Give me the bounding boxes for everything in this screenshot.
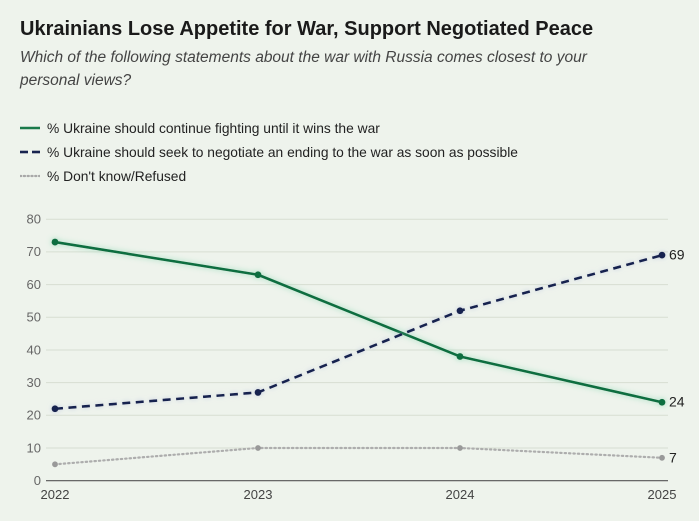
svg-text:50: 50 bbox=[27, 309, 41, 324]
svg-text:80: 80 bbox=[27, 211, 41, 226]
svg-text:30: 30 bbox=[27, 375, 41, 390]
svg-text:69: 69 bbox=[669, 246, 685, 262]
svg-text:7: 7 bbox=[669, 449, 677, 465]
svg-text:0: 0 bbox=[34, 473, 41, 488]
svg-text:10: 10 bbox=[27, 440, 41, 455]
svg-text:2025: 2025 bbox=[648, 487, 677, 502]
svg-text:70: 70 bbox=[27, 244, 41, 259]
svg-text:24: 24 bbox=[669, 393, 685, 409]
svg-text:20: 20 bbox=[27, 408, 41, 423]
svg-text:60: 60 bbox=[27, 277, 41, 292]
svg-text:2023: 2023 bbox=[244, 487, 273, 502]
svg-text:40: 40 bbox=[27, 342, 41, 357]
svg-text:2022: 2022 bbox=[41, 487, 70, 502]
svg-text:2024: 2024 bbox=[446, 487, 475, 502]
